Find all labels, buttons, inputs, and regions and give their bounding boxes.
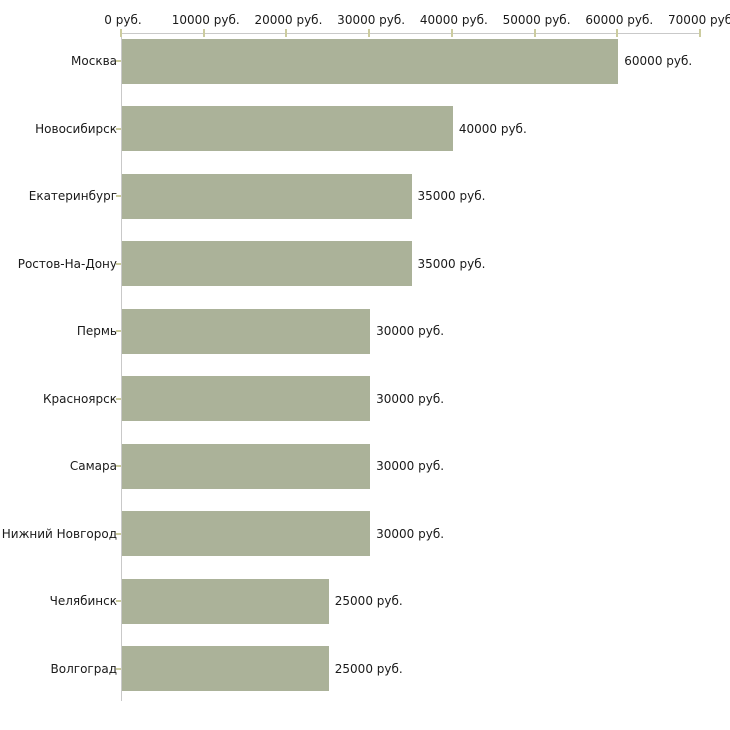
category-label: Красноярск [43, 391, 117, 406]
x-axis-tick-mark [120, 29, 122, 37]
bar [122, 646, 329, 691]
bar [122, 308, 371, 354]
x-axis-tick-label: 50000 руб. [502, 13, 571, 27]
bar [122, 173, 412, 219]
bar [122, 443, 371, 489]
y-axis-tick-mark [116, 127, 121, 130]
value-label: 25000 руб. [334, 661, 403, 676]
value-label: 30000 руб. [376, 324, 445, 338]
x-axis-tick-label: 20000 руб. [254, 13, 323, 27]
bar [122, 106, 453, 151]
category-label: Челябинск [49, 594, 117, 608]
x-axis-tick-mark [616, 29, 619, 37]
x-axis-tick-label: 0 руб. [104, 13, 142, 27]
category-label: Волгоград [50, 661, 117, 676]
y-axis-tick-mark [116, 262, 121, 265]
x-axis-tick-label: 40000 руб. [419, 13, 488, 27]
x-axis-tick-mark [285, 29, 288, 37]
y-axis-tick-mark [116, 667, 121, 670]
value-label: 30000 руб. [376, 391, 445, 406]
category-label: Москва [71, 54, 117, 68]
value-label: 30000 руб. [376, 526, 445, 541]
value-label: 35000 руб. [417, 256, 486, 271]
x-axis-tick-mark [533, 29, 536, 37]
value-label: 40000 руб. [458, 121, 527, 136]
category-label: Самара [69, 459, 117, 473]
y-axis-line [121, 33, 122, 701]
x-axis-tick-mark [699, 29, 701, 37]
bar [122, 38, 619, 84]
category-label: Ростов-На-Дону [17, 256, 117, 271]
value-label: 25000 руб. [334, 594, 403, 608]
y-axis-tick-mark [116, 532, 121, 535]
category-label: Пермь [76, 324, 117, 338]
category-label: Нижний Новгород [1, 526, 117, 541]
x-axis-tick-label: 30000 руб. [337, 13, 406, 27]
y-axis-tick-mark [116, 60, 121, 62]
x-axis-tick-mark [368, 29, 371, 37]
x-axis-tick-mark [450, 29, 453, 37]
y-axis-tick-mark [116, 465, 121, 467]
x-axis-tick-label: 10000 руб. [171, 13, 240, 27]
x-axis-tick-label: 70000 руб. [668, 13, 730, 27]
y-axis-tick-mark [116, 397, 121, 400]
bar [122, 241, 412, 286]
x-axis-line [121, 33, 701, 34]
category-label: Новосибирск [35, 121, 117, 136]
y-axis-tick-mark [116, 330, 121, 332]
category-label: Екатеринбург [28, 189, 117, 203]
y-axis-tick-mark [116, 195, 121, 197]
value-label: 30000 руб. [376, 459, 445, 473]
bar [122, 511, 371, 556]
value-label: 35000 руб. [417, 189, 486, 203]
x-axis-tick-mark [202, 29, 205, 37]
bar [122, 578, 329, 624]
bar [122, 376, 371, 421]
x-axis-tick-label: 60000 руб. [585, 13, 654, 27]
y-axis-tick-mark [116, 600, 121, 602]
value-label: 60000 руб. [624, 54, 693, 68]
